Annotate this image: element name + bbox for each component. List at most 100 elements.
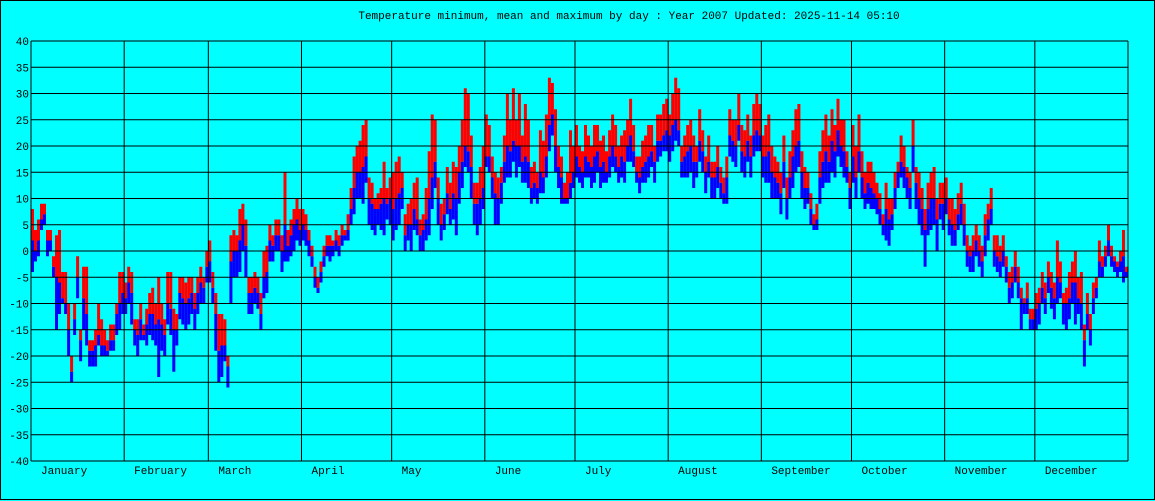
bar-min-to-mean — [310, 256, 314, 267]
y-tick-label: 0 — [22, 247, 29, 259]
bar-mean-to-max — [863, 172, 867, 194]
bar-min-to-mean — [638, 177, 642, 194]
bars-layer — [31, 77, 1128, 388]
bar-min-to-mean — [650, 151, 654, 167]
bar-mean-to-max — [355, 146, 359, 173]
bar-mean-to-max — [298, 209, 302, 230]
bar-mean-to-max — [421, 214, 425, 230]
bar-mean-to-max — [764, 125, 768, 157]
bar-mean-to-max — [1113, 256, 1116, 262]
bar-mean-to-max — [106, 340, 110, 351]
bar-mean-to-max — [289, 219, 293, 236]
bar-min-to-mean — [292, 224, 296, 251]
bar-min-to-mean — [1104, 256, 1107, 267]
bar-min-to-mean — [770, 172, 774, 199]
bar-mean-to-max — [67, 303, 71, 330]
bar-min-to-mean — [307, 240, 311, 257]
bar-min-to-mean — [1034, 308, 1038, 330]
x-tick-label-month: February — [134, 466, 187, 478]
bar-min-to-mean — [788, 177, 792, 199]
bar-min-to-mean — [274, 235, 278, 251]
bar-mean-to-max — [475, 182, 479, 204]
bar-min-to-mean — [1049, 287, 1053, 309]
bar-min-to-mean — [253, 287, 257, 304]
bar-mean-to-max — [319, 261, 323, 272]
bar-min-to-mean — [154, 324, 158, 346]
bar-mean-to-max — [427, 151, 431, 199]
bar-min-to-mean — [445, 193, 449, 215]
bar-min-to-mean — [830, 140, 834, 173]
bar-mean-to-max — [629, 98, 633, 136]
bar-min-to-mean — [755, 130, 759, 152]
bar-min-to-mean — [535, 188, 539, 204]
bar-mean-to-max — [929, 172, 933, 199]
bar-mean-to-max — [791, 130, 795, 157]
bar-min-to-mean — [554, 146, 557, 173]
bar-min-to-mean — [1110, 256, 1113, 267]
bar-min-to-mean — [226, 366, 230, 388]
bar-mean-to-max — [857, 114, 861, 152]
bar-min-to-mean — [406, 224, 410, 241]
bar-mean-to-max — [199, 266, 203, 283]
bar-mean-to-max — [235, 235, 239, 251]
bar-mean-to-max — [463, 88, 467, 146]
bar-mean-to-max — [367, 177, 371, 199]
bar-mean-to-max — [448, 182, 452, 209]
bar-min-to-mean — [547, 125, 551, 152]
bar-mean-to-max — [241, 203, 245, 225]
bar-mean-to-max — [337, 235, 341, 246]
bar-mean-to-max — [830, 109, 834, 141]
bar-min-to-mean — [923, 230, 927, 267]
bar-min-to-mean — [367, 198, 371, 225]
bar-min-to-mean — [980, 261, 984, 278]
bar-mean-to-max — [85, 266, 89, 314]
bar-min-to-mean — [346, 230, 350, 241]
bar-min-to-mean — [605, 172, 608, 183]
bar-min-to-mean — [505, 146, 509, 178]
bar-min-to-mean — [704, 172, 708, 194]
bar-mean-to-max — [635, 156, 639, 173]
bar-min-to-mean — [698, 140, 702, 162]
bar-mean-to-max — [626, 119, 630, 146]
bar-mean-to-max — [923, 209, 927, 230]
bar-min-to-mean — [34, 251, 37, 262]
bar-min-to-mean — [1070, 282, 1074, 304]
bar-min-to-mean — [454, 198, 458, 236]
bar-min-to-mean — [821, 161, 825, 188]
bar-min-to-mean — [818, 177, 822, 204]
bar-mean-to-max — [424, 188, 428, 220]
bar-min-to-mean — [782, 161, 786, 188]
bar-mean-to-max — [43, 203, 46, 215]
bar-mean-to-max — [668, 114, 672, 136]
bar-min-to-mean — [31, 240, 34, 272]
y-tick-label: 30 — [16, 90, 29, 102]
bar-min-to-mean — [259, 314, 263, 330]
bar-mean-to-max — [890, 198, 894, 215]
bar-min-to-mean — [1082, 340, 1086, 367]
y-tick-label: -35 — [9, 431, 29, 443]
bar-mean-to-max — [502, 135, 506, 162]
bar-min-to-mean — [797, 140, 801, 167]
bar-mean-to-max — [385, 188, 389, 204]
bar-mean-to-max — [1019, 287, 1023, 299]
bar-mean-to-max — [650, 125, 654, 152]
bar-mean-to-max — [878, 193, 882, 209]
bar-mean-to-max — [680, 146, 684, 162]
bar-min-to-mean — [460, 161, 464, 188]
bar-mean-to-max — [599, 140, 602, 167]
bar-mean-to-max — [803, 167, 807, 188]
bar-min-to-mean — [523, 156, 527, 183]
bar-min-to-mean — [52, 266, 55, 278]
bar-mean-to-max — [1022, 298, 1026, 304]
bar-min-to-mean — [887, 219, 891, 246]
bar-min-to-mean — [286, 245, 290, 262]
bar-mean-to-max — [223, 319, 227, 346]
bar-min-to-mean — [596, 151, 599, 173]
bar-min-to-mean — [205, 266, 209, 283]
bar-mean-to-max — [97, 303, 101, 335]
bar-mean-to-max — [719, 167, 723, 183]
bar-mean-to-max — [226, 356, 230, 367]
bar-min-to-mean — [986, 219, 990, 241]
bar-min-to-mean — [872, 193, 876, 209]
bar-mean-to-max — [869, 161, 873, 188]
